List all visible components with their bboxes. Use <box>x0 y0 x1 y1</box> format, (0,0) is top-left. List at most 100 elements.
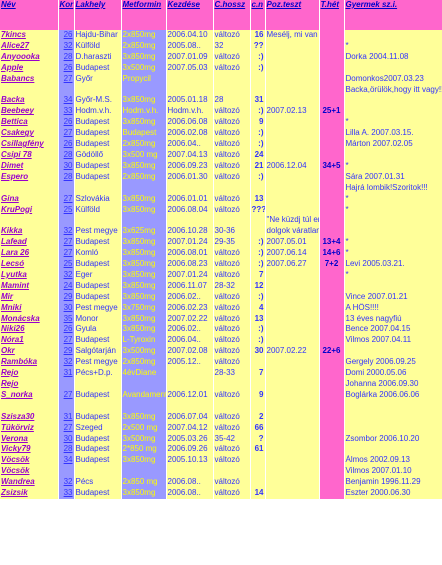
cell-name[interactable]: Beebeey <box>0 106 59 118</box>
cell-name[interactable]: Dimet <box>0 160 59 172</box>
cell-name[interactable]: Vöcsök <box>0 455 59 467</box>
cell-metformin: 3x750mg <box>121 302 167 314</box>
cell-name[interactable]: Vicky79 <box>0 444 59 456</box>
cell-name[interactable]: 7kincs <box>0 30 59 41</box>
cell-start: 2006.08.04 <box>166 204 214 216</box>
cell-week <box>319 291 345 303</box>
cell-week <box>319 73 345 85</box>
cell-pos-test: 2007.02.22 <box>265 346 320 358</box>
cell-metformin: 3x625mg <box>121 226 167 238</box>
cell-name[interactable]: Mniki <box>0 302 59 314</box>
cell-name[interactable]: Anyoooka <box>0 51 59 63</box>
cell-name[interactable]: Zsizsik <box>0 488 59 499</box>
cell-start: 2006.02.. <box>166 324 214 336</box>
cell-cycle: változó <box>213 324 251 336</box>
cell-name[interactable]: Tükörviz <box>0 422 59 434</box>
cell-location: Budapest <box>74 128 122 140</box>
cell-name[interactable]: Kikka <box>0 226 59 238</box>
cell-child: Levi 2005.03.21. <box>344 259 442 270</box>
cell-metformin: 3x850mg <box>121 280 167 292</box>
cell-name[interactable]: Csakegy <box>0 128 59 140</box>
cell-name[interactable]: Rejo <box>0 379 59 390</box>
cell-cn: :) <box>250 171 266 183</box>
cell-name[interactable]: Okr <box>0 346 59 358</box>
cell-cn: 2 <box>250 411 266 423</box>
cell-cycle <box>213 215 251 227</box>
cell-cycle: változó <box>213 106 251 118</box>
cell-child <box>344 280 442 292</box>
cell-name[interactable]: Apple <box>0 62 59 74</box>
cell-name[interactable]: Szisza30 <box>0 411 59 423</box>
cell-name[interactable]: Nóra1 <box>0 335 59 347</box>
cell-week: 13+4 <box>319 237 345 249</box>
cell-location: Hajdu-Bihar <box>74 30 122 41</box>
cell-start: 2006.06.08 <box>166 117 214 129</box>
table-row: Apple 26 Budapest 3x500mg 2007.05.03 változó:… <box>0 62 442 74</box>
cell-name[interactable] <box>0 215 59 227</box>
table-row: Backa,örülök,hogy itt vagy!!! <box>0 84 442 96</box>
cell-name[interactable] <box>0 84 59 96</box>
cell-start: 2006.08.23 <box>166 259 214 270</box>
cell-cn: 16 <box>250 30 266 41</box>
cell-name[interactable]: Espero <box>0 171 59 183</box>
header-location: Lakhely <box>74 0 122 30</box>
cell-name[interactable]: Lafead <box>0 237 59 249</box>
cell-cycle: változó <box>213 248 251 260</box>
cell-name[interactable]: Csillagfény <box>0 139 59 150</box>
cell-name[interactable]: Rejo <box>0 368 59 379</box>
cell-name[interactable]: Vöcsök <box>0 466 59 478</box>
cell-name[interactable]: Babancs <box>0 73 59 85</box>
cell-location <box>74 466 122 478</box>
cell-cycle: változó <box>213 160 251 172</box>
cell-pos-test: 2007.05.01 <box>265 237 320 249</box>
cell-location: Győr <box>74 73 122 85</box>
cell-name[interactable] <box>0 400 59 412</box>
cell-name[interactable]: Lyutka <box>0 269 59 281</box>
cell-age: 27 <box>58 73 75 85</box>
cell-name[interactable]: Bettica <box>0 117 59 129</box>
cell-location <box>74 84 122 96</box>
cell-name[interactable]: Mir <box>0 291 59 303</box>
cell-child: * <box>344 204 442 216</box>
cell-metformin <box>121 379 167 390</box>
cell-child: Gergely 2006.09.25 <box>344 357 442 369</box>
cell-cycle: változó <box>213 302 251 314</box>
cell-name[interactable]: KruPogi <box>0 204 59 216</box>
cell-name[interactable]: Mamint <box>0 280 59 292</box>
cell-cn: 9 <box>250 117 266 129</box>
cell-cn <box>250 477 266 489</box>
cell-metformin: 2x850mg <box>121 171 167 183</box>
cell-age <box>58 182 75 194</box>
cell-cn: :) <box>250 248 266 260</box>
cell-name[interactable]: Alice27 <box>0 40 59 52</box>
cell-cycle: változó <box>213 346 251 358</box>
cell-cycle: változó <box>213 269 251 281</box>
cell-start <box>166 379 214 390</box>
cell-name[interactable]: Rambóka <box>0 357 59 369</box>
cell-child <box>344 226 442 238</box>
cell-age: 32 <box>58 226 75 238</box>
cell-name[interactable] <box>0 182 59 194</box>
cell-week <box>319 433 345 445</box>
cell-name[interactable]: Verona <box>0 433 59 445</box>
cell-name[interactable]: Wandrea <box>0 477 59 489</box>
cell-age <box>58 215 75 227</box>
cell-name[interactable]: Gina <box>0 193 59 205</box>
cell-name[interactable]: Backa <box>0 95 59 107</box>
table-row: Rejo Johanna 2006.09.30 <box>0 379 442 390</box>
cell-week <box>319 488 345 499</box>
cell-name[interactable]: Monácska <box>0 313 59 325</box>
cell-age: 27 <box>58 237 75 249</box>
cell-start: 2005.03.26 <box>166 433 214 445</box>
table-row: Vöcsök Vilmos 2007.01.10 <box>0 466 442 478</box>
table-row: "Ne küzdj túl erősen. A legjobb <box>0 215 442 227</box>
cell-name[interactable]: S_norka <box>0 389 59 401</box>
cell-child: Lilla A. 2007.03.15. <box>344 128 442 140</box>
cell-name[interactable]: Lecsó <box>0 259 59 270</box>
cell-name[interactable]: Lara 26 <box>0 248 59 260</box>
cell-cn: :) <box>250 106 266 118</box>
cell-start: 2005.12.. <box>166 357 214 369</box>
cell-name[interactable]: Niki26 <box>0 324 59 336</box>
cell-name[interactable]: Csipi 78 <box>0 149 59 161</box>
